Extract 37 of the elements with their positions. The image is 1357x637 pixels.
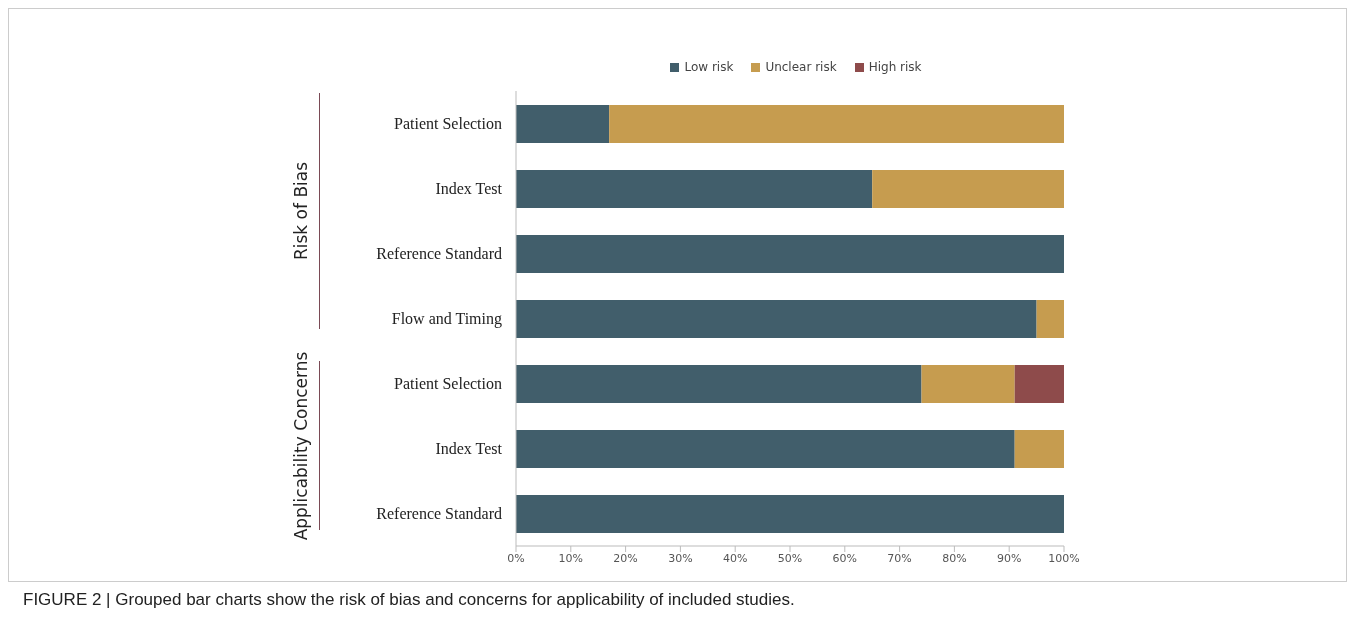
legend-label: High risk <box>867 60 922 74</box>
x-tick-label: 40% <box>722 551 748 565</box>
bar <box>516 105 610 143</box>
x-tick-label: 90% <box>996 551 1022 565</box>
text: Risk of Bias <box>291 161 311 261</box>
x-tick-label: 10% <box>558 551 584 565</box>
x-tick-label: 70% <box>887 551 912 565</box>
y-tick-label: Flow and Timing <box>391 310 502 329</box>
bar <box>516 235 1064 273</box>
bar <box>1014 365 1064 403</box>
bar <box>1014 430 1064 468</box>
bar <box>516 495 1064 533</box>
bar <box>516 430 1015 468</box>
bar <box>609 105 1064 143</box>
bar <box>1036 300 1064 338</box>
bar <box>872 170 1064 208</box>
y-tick-label: Index Test <box>435 180 503 198</box>
y-tick-label: Index Test <box>435 440 503 458</box>
x-tick-label: 80% <box>942 551 967 565</box>
x-tick-label: 50% <box>777 551 803 565</box>
y-tick-label: Reference Standard <box>376 505 502 523</box>
bar <box>921 365 1015 403</box>
x-tick-label: 100% <box>1048 551 1080 565</box>
legend-label: Unclear risk <box>764 60 837 74</box>
bar <box>516 170 873 208</box>
x-tick-label: 60% <box>832 551 858 565</box>
legend-label: Low risk <box>683 60 734 74</box>
x-tick-label: 30% <box>668 551 693 565</box>
y-tick-label: Reference Standard <box>376 245 502 263</box>
caption: FIGURE 2 | Grouped bar charts show the risk of bias and concerns for applicability of included studies. <box>23 590 796 610</box>
x-tick-label: 20% <box>613 551 638 565</box>
x-tick-label: 0% <box>507 551 525 565</box>
y-tick-label: Patient Selection <box>394 115 502 133</box>
bar <box>516 365 922 403</box>
bar <box>516 300 1037 338</box>
text: Applicability Concerns <box>291 351 311 540</box>
y-tick-label: Patient Selection <box>394 375 502 393</box>
